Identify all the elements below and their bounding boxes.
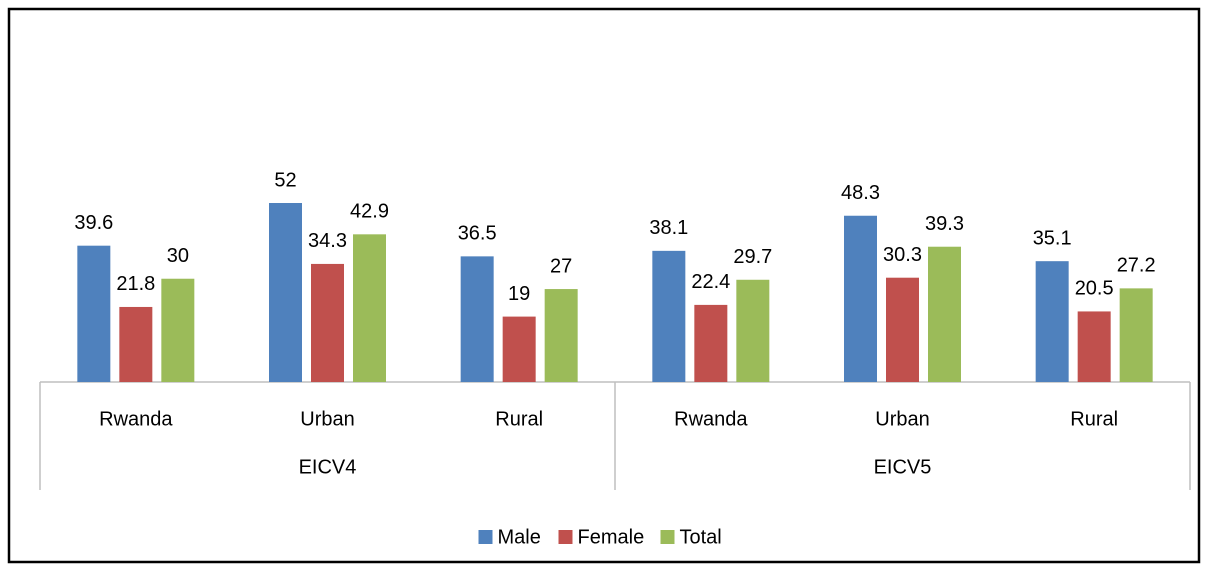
bar xyxy=(1077,311,1111,382)
legend-label: Female xyxy=(578,526,645,548)
bar xyxy=(502,316,536,382)
x-tick-label: Urban xyxy=(875,408,929,430)
value-label: 36.5 xyxy=(458,223,497,245)
bar xyxy=(844,215,877,382)
value-label: 39.6 xyxy=(74,212,113,234)
bar xyxy=(353,234,386,382)
bar xyxy=(161,278,195,382)
value-label: 30 xyxy=(167,245,189,267)
value-label: 22.4 xyxy=(691,271,730,293)
bar xyxy=(460,256,494,382)
bar xyxy=(694,304,728,382)
value-label: 52 xyxy=(274,169,296,191)
bar xyxy=(311,263,344,382)
value-label: 48.3 xyxy=(841,182,880,204)
value-label: 34.3 xyxy=(308,230,347,252)
value-label: 35.1 xyxy=(1033,227,1072,249)
bar xyxy=(119,306,153,382)
legend-label: Total xyxy=(680,526,722,548)
x-tick-label: Rural xyxy=(1070,408,1118,430)
value-label: 19 xyxy=(508,283,530,305)
chart-frame xyxy=(7,7,1201,564)
bar xyxy=(1119,288,1153,382)
value-label: 42.9 xyxy=(350,201,389,223)
bar xyxy=(1035,261,1069,382)
value-label: 21.8 xyxy=(116,273,155,295)
legend-label: Male xyxy=(498,526,541,548)
value-label: 27.2 xyxy=(1117,255,1156,277)
legend-swatch xyxy=(478,530,493,544)
value-label: 20.5 xyxy=(1075,278,1114,300)
bar xyxy=(269,203,302,382)
bar xyxy=(544,289,578,382)
bar xyxy=(886,277,919,382)
legend-swatch xyxy=(660,530,675,544)
value-label: 29.7 xyxy=(733,246,772,268)
bar xyxy=(652,250,686,382)
value-label: 27 xyxy=(550,255,572,277)
x-tick-label: Rwanda xyxy=(99,408,173,430)
bar xyxy=(928,246,961,382)
bar xyxy=(736,279,770,382)
x-tick-label: Urban xyxy=(300,408,354,430)
value-label: 38.1 xyxy=(649,217,688,239)
value-label: 30.3 xyxy=(883,244,922,266)
legend-swatch xyxy=(558,530,573,544)
group-label: EICV4 xyxy=(299,456,357,478)
value-label: 39.3 xyxy=(925,213,964,235)
bar xyxy=(77,245,111,382)
x-tick-label: Rural xyxy=(495,408,543,430)
x-tick-label: Rwanda xyxy=(674,408,748,430)
group-label: EICV5 xyxy=(874,456,932,478)
